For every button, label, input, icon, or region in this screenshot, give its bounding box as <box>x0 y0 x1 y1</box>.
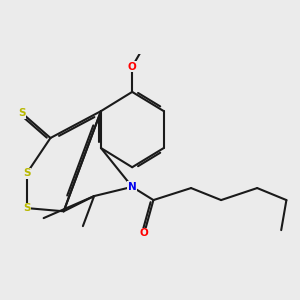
Text: O: O <box>128 62 136 72</box>
Text: N: N <box>128 182 136 192</box>
Text: O: O <box>140 228 148 238</box>
Text: S: S <box>23 203 31 213</box>
Text: S: S <box>18 108 26 118</box>
Text: S: S <box>23 168 31 178</box>
